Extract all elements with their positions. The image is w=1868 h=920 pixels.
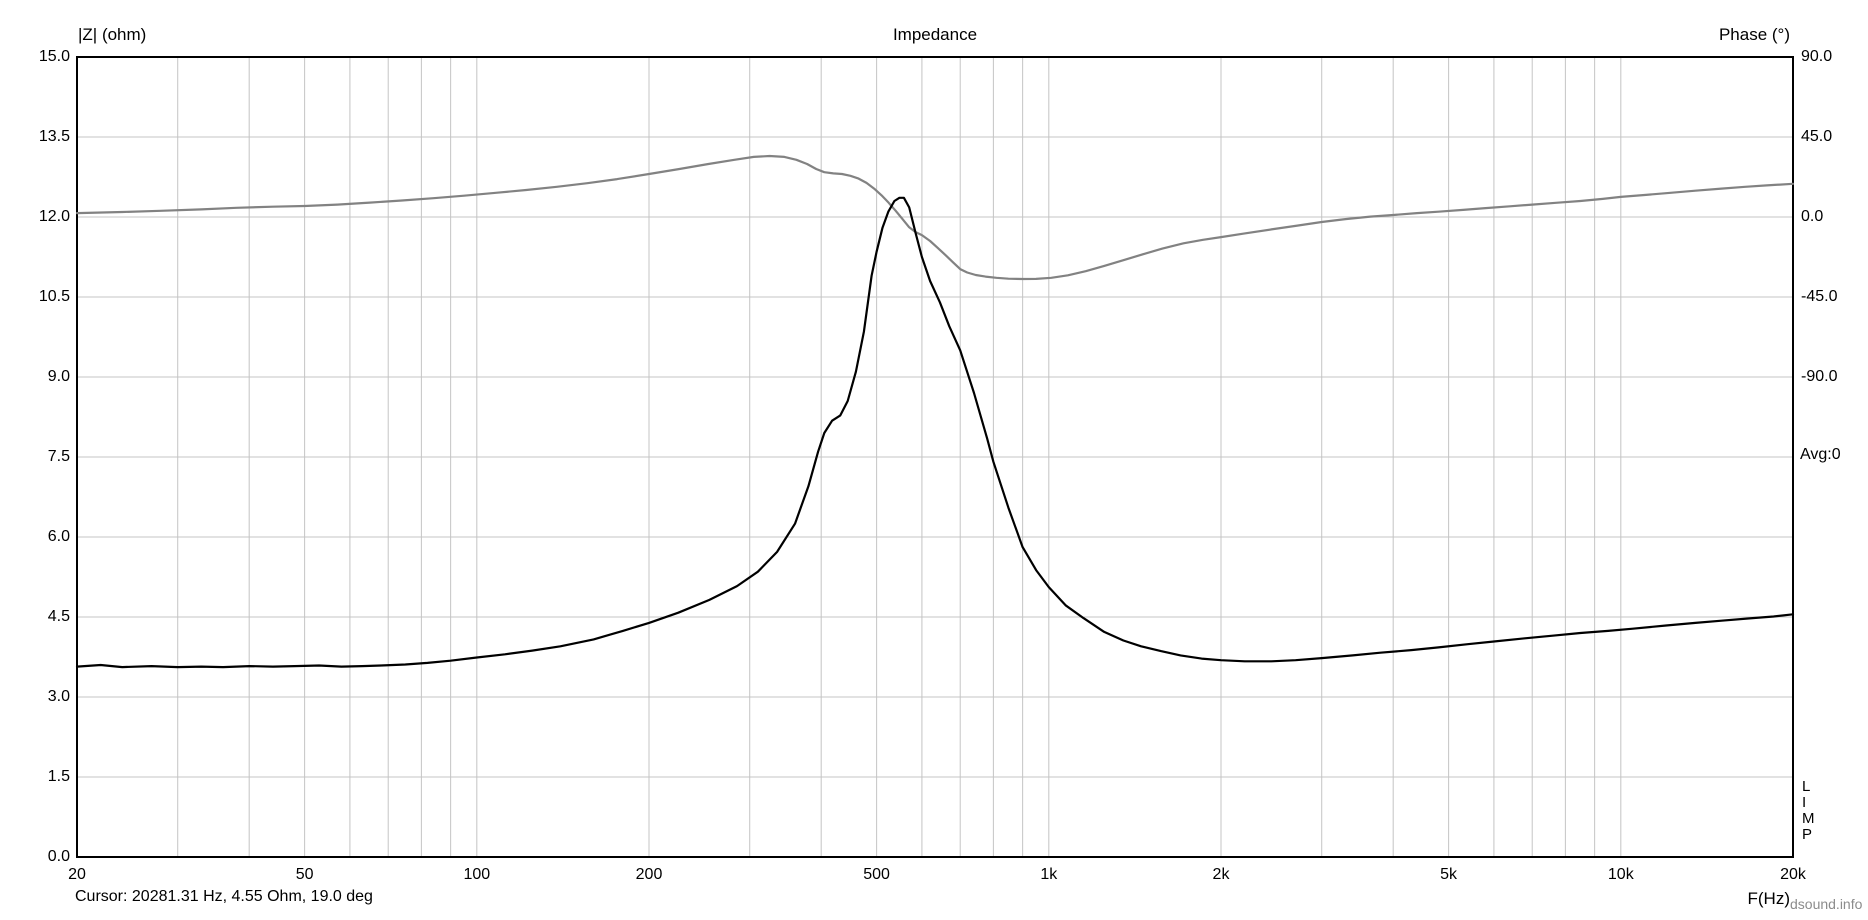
- x-axis-title: F(Hz): [1747, 889, 1790, 908]
- y-right-tick-label: 0.0: [1801, 208, 1824, 225]
- plot-border: [76, 56, 1794, 858]
- y-right-tick-label: -45.0: [1801, 288, 1838, 305]
- y-left-tick-label: 7.5: [47, 448, 70, 465]
- left-axis-title: |Z| (ohm): [78, 25, 147, 44]
- y-left-tick-label: 3.0: [47, 688, 70, 705]
- cursor-readout: Cursor: 20281.31 Hz, 4.55 Ohm, 19.0 deg: [75, 888, 373, 905]
- y-left-tick-label: 13.5: [38, 128, 70, 145]
- x-tick-label: 2k: [1212, 866, 1230, 883]
- limp-letter: L: [1802, 778, 1811, 795]
- x-tick-label: 1k: [1040, 866, 1058, 883]
- right-axis-title: Phase (°): [1718, 25, 1790, 44]
- watermark: dsound.info: [1790, 896, 1863, 912]
- x-tick-label: 10k: [1607, 866, 1634, 883]
- y-left-tick-label: 9.0: [47, 368, 70, 385]
- y-right-tick-label: -90.0: [1801, 368, 1838, 385]
- limp-letter: I: [1802, 794, 1807, 811]
- y-left-tick-label: 6.0: [47, 528, 70, 545]
- x-tick-label: 500: [863, 866, 890, 883]
- impedance-curve[interactable]: [75, 196, 1795, 669]
- x-tick-label: 20k: [1780, 866, 1806, 883]
- x-tick-label: 200: [635, 866, 663, 883]
- y-left-tick-label: 0.0: [47, 848, 70, 865]
- x-tick-label: 5k: [1440, 866, 1458, 883]
- x-tick-label: 50: [295, 866, 314, 883]
- phase-curve[interactable]: [75, 154, 1795, 281]
- y-right-tick-label: 90.0: [1801, 48, 1833, 65]
- y-left-tick-label: 12.0: [38, 208, 70, 225]
- y-right-tick-label: 45.0: [1801, 128, 1833, 145]
- y-left-tick-label: 15.0: [38, 48, 70, 65]
- limp-app-label: L I M P: [1802, 779, 1815, 843]
- y-left-tick-label: 1.5: [47, 768, 70, 785]
- chart-title: Impedance: [892, 25, 978, 44]
- y-left-tick-label: 4.5: [47, 608, 70, 625]
- phase-average-label: Avg:0: [1800, 446, 1841, 463]
- limp-letter: P: [1802, 826, 1813, 843]
- x-tick-label: 20: [68, 866, 86, 883]
- y-left-tick-label: 10.5: [38, 288, 70, 305]
- x-tick-label: 100: [463, 866, 491, 883]
- limp-letter: M: [1802, 810, 1815, 827]
